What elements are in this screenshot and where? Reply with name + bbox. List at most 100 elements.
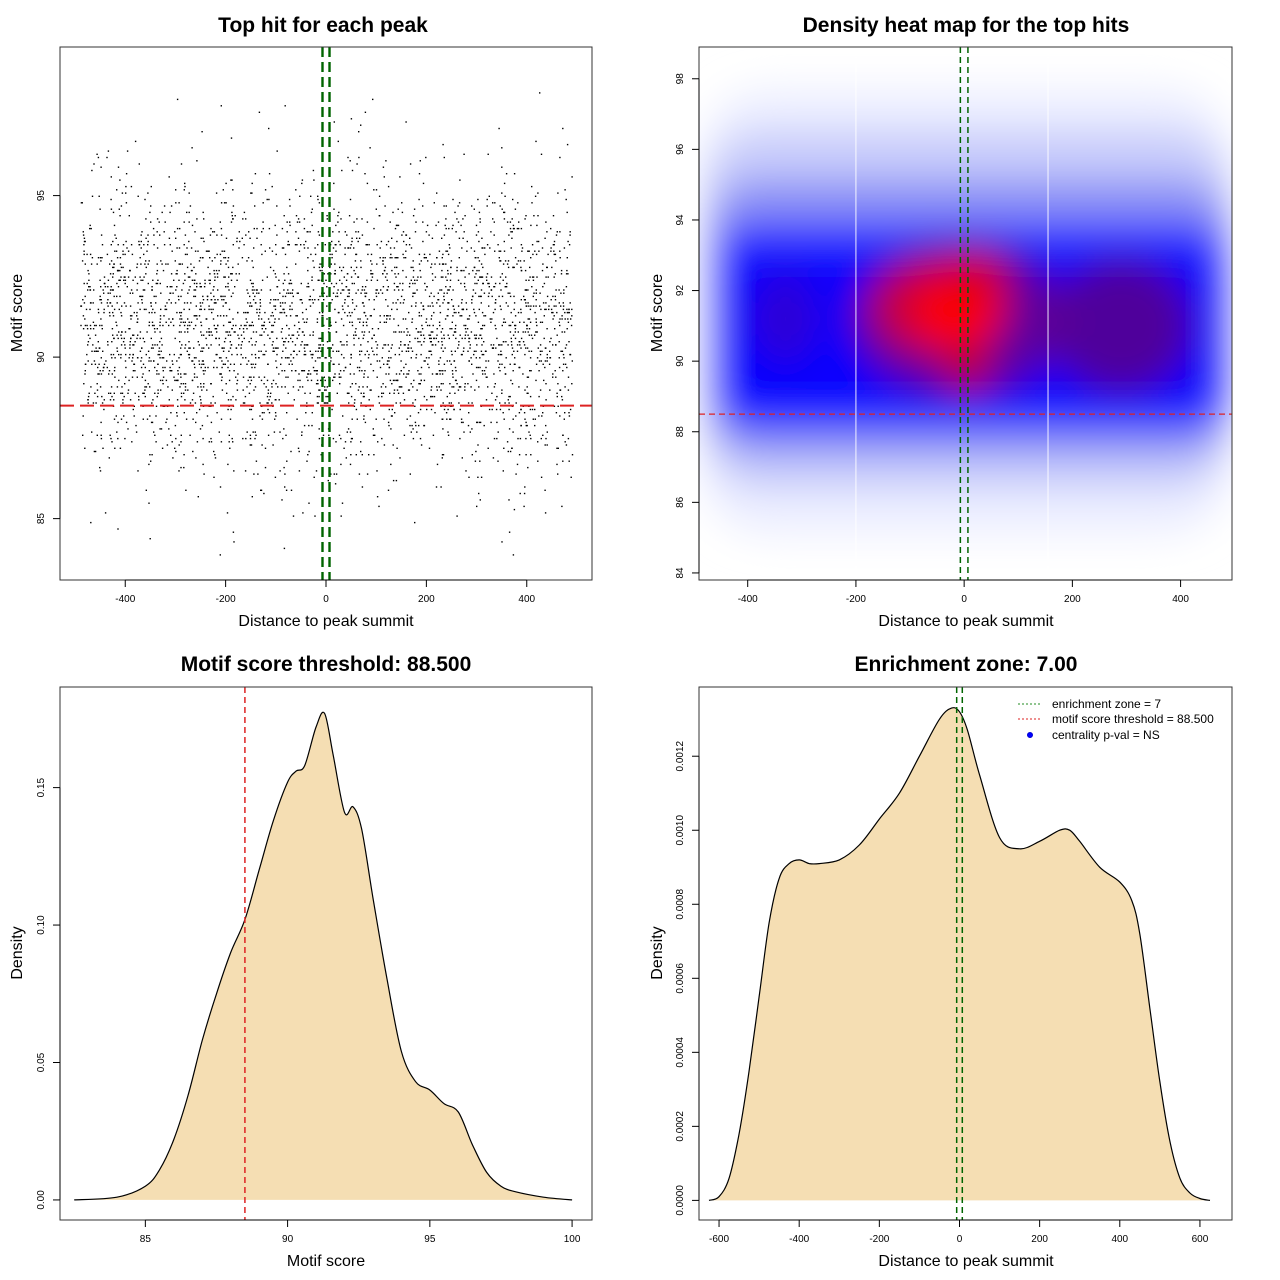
scatter-point	[414, 279, 416, 281]
scatter-point	[569, 302, 571, 304]
scatter-point	[323, 282, 325, 285]
scatter-point	[196, 412, 198, 414]
scatter-point	[563, 292, 565, 294]
scatter-point	[429, 341, 432, 343]
scatter-point	[468, 476, 470, 478]
scatter-point	[214, 257, 216, 259]
score-density-area	[74, 712, 573, 1200]
scatter-point	[539, 92, 541, 94]
scatter-point	[125, 185, 127, 188]
scatter-point	[393, 247, 396, 249]
scatter-point	[311, 279, 313, 281]
scatter-point	[271, 311, 274, 314]
scatter-point	[360, 350, 363, 352]
scatter-point	[566, 269, 568, 272]
scatter-point	[101, 328, 103, 330]
distDensity-y-tick-label: 0.0000	[675, 1185, 686, 1216]
scatter-point	[491, 347, 494, 349]
scatter-point	[221, 389, 224, 391]
scatter-point	[255, 341, 257, 343]
scatter-point	[353, 373, 355, 375]
scatter-point	[194, 295, 197, 298]
scatter-point	[505, 357, 507, 359]
scatter-point	[180, 383, 182, 385]
scatter-point	[338, 434, 341, 436]
scatter-point	[377, 328, 380, 330]
scatter-point	[466, 250, 468, 252]
scatter-point	[499, 353, 502, 356]
scatter-point	[203, 286, 206, 288]
scatter-point	[532, 276, 535, 278]
scatter-point	[141, 231, 143, 233]
scatter-point	[208, 347, 210, 349]
scatter-point	[478, 386, 480, 388]
scatter-point	[246, 289, 248, 291]
scatter-point	[465, 470, 467, 472]
scatter-point	[536, 331, 538, 333]
scatter-point	[397, 392, 400, 394]
scatter-point	[129, 353, 131, 356]
scatter-point	[526, 386, 528, 388]
scatter-point	[220, 357, 222, 359]
scatter-point	[382, 257, 384, 259]
scatter-point	[469, 347, 471, 349]
scatter-point	[420, 331, 422, 333]
scatter-point	[258, 315, 260, 317]
scatter-point	[313, 476, 315, 478]
scatter-point	[419, 437, 422, 440]
scatter-point	[479, 499, 481, 501]
scatter-point	[355, 266, 358, 269]
scatter-point	[133, 415, 135, 417]
scatter-point	[405, 363, 407, 365]
scatter-point	[493, 221, 495, 223]
scatter-point	[366, 221, 369, 223]
scatter-point	[227, 286, 229, 288]
scatter-point	[360, 124, 362, 126]
scatter-point	[466, 240, 468, 243]
scatter-point	[529, 434, 531, 436]
scatter-point	[497, 244, 499, 246]
scatter-point	[312, 260, 314, 262]
scatter-point	[210, 402, 212, 404]
scatter-point	[351, 169, 354, 172]
scatter-point	[428, 350, 430, 352]
scatter-point	[442, 402, 444, 404]
scatter-point	[171, 286, 173, 288]
scatter-point	[528, 279, 530, 281]
scatter-point	[160, 260, 162, 262]
scatter-point	[471, 302, 473, 304]
scatter-point	[366, 279, 368, 281]
scatter-point	[284, 357, 287, 359]
scatter-point	[161, 211, 163, 214]
scatter-point	[288, 328, 290, 330]
scatter-point	[258, 357, 260, 359]
scatter-point	[298, 221, 301, 223]
scatter-point	[305, 412, 307, 414]
scatter-point	[93, 289, 95, 291]
scatter-point	[381, 392, 383, 394]
scatter-point	[162, 383, 164, 385]
scatter-point	[414, 292, 416, 294]
scatter-point	[311, 299, 314, 301]
scatter-point	[445, 263, 447, 265]
scatter-point	[200, 402, 202, 404]
scatter-point	[107, 292, 109, 294]
scoreDensity-x-tick-label: 95	[424, 1234, 436, 1245]
scatter-point	[171, 250, 173, 252]
scatter-point	[430, 266, 432, 269]
scatter-point	[110, 260, 113, 262]
scatter-point	[553, 253, 555, 256]
scatter-point	[456, 383, 458, 385]
scatter-point	[112, 273, 114, 275]
scatter-point	[176, 247, 178, 249]
scatter-point	[479, 357, 481, 359]
scatter-point	[281, 357, 283, 359]
scatter-point	[353, 405, 356, 407]
scatter-point	[396, 308, 398, 311]
scatter-point	[169, 353, 171, 356]
scatter-point	[119, 447, 122, 449]
scatter-point	[109, 315, 111, 317]
scatter-point	[432, 305, 434, 307]
scatter-point	[195, 305, 197, 307]
scatter-point	[292, 289, 294, 291]
